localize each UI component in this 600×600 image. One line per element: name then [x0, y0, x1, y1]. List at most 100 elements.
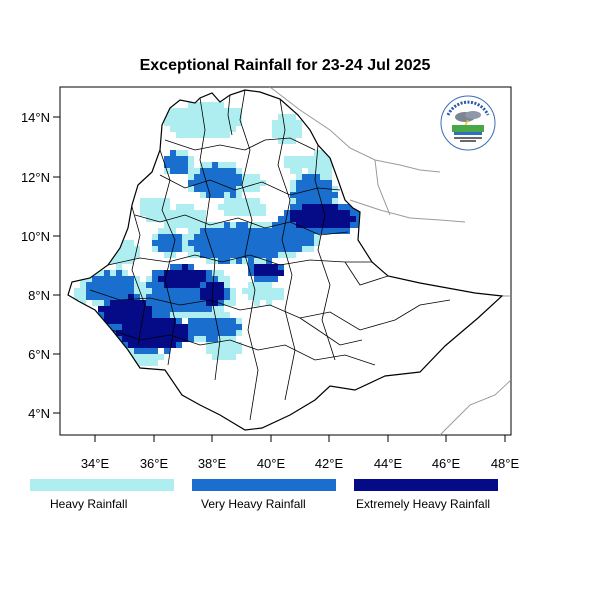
rainfall-cell	[302, 222, 308, 228]
rainfall-cell	[188, 276, 194, 282]
rainfall-cell	[200, 216, 206, 222]
rainfall-cell	[218, 222, 224, 228]
rainfall-cell	[170, 252, 176, 258]
rainfall-cell	[260, 270, 266, 276]
rainfall-cell	[254, 246, 260, 252]
rainfall-cell	[170, 270, 176, 276]
rainfall-cell	[224, 228, 230, 234]
rainfall-cell	[170, 234, 176, 240]
rainfall-cell	[236, 222, 242, 228]
rainfall-cell	[110, 258, 116, 264]
rainfall-cell	[230, 324, 236, 330]
rainfall-cell	[218, 282, 224, 288]
rainfall-cell	[194, 222, 200, 228]
rainfall-cell	[332, 192, 338, 198]
rainfall-cell	[278, 270, 284, 276]
rainfall-cell	[254, 204, 260, 210]
rainfall-cell	[230, 348, 236, 354]
rainfall-cell	[212, 294, 218, 300]
neighbour-borders	[269, 87, 511, 435]
rainfall-cell	[218, 204, 224, 210]
rainfall-cell	[224, 294, 230, 300]
rainfall-cell	[206, 270, 212, 276]
rainfall-cell	[158, 228, 164, 234]
rainfall-cell	[152, 294, 158, 300]
rainfall-cell	[218, 348, 224, 354]
rainfall-cell	[164, 252, 170, 258]
rainfall-cell	[218, 306, 224, 312]
rainfall-cell	[314, 216, 320, 222]
rainfall-cell	[164, 282, 170, 288]
rainfall-cell	[200, 174, 206, 180]
rainfall-cell	[218, 252, 224, 258]
rainfall-cell	[212, 174, 218, 180]
rainfall-cell	[230, 330, 236, 336]
rainfall-cell	[284, 138, 290, 144]
rainfall-cell	[314, 240, 320, 246]
rainfall-cell	[188, 108, 194, 114]
rainfall-cell	[200, 192, 206, 198]
rainfall-cell	[314, 222, 320, 228]
rainfall-cell	[230, 252, 236, 258]
rainfall-cell	[164, 156, 170, 162]
rainfall-cell	[320, 162, 326, 168]
rainfall-cell	[302, 180, 308, 186]
rainfall-cell	[176, 210, 182, 216]
rainfall-cell	[230, 228, 236, 234]
rainfall-cell	[236, 348, 242, 354]
rainfall-cell	[200, 252, 206, 258]
rainfall-cell	[224, 174, 230, 180]
rainfall-cell	[230, 210, 236, 216]
rainfall-cell	[260, 258, 266, 264]
rainfall-cell	[206, 348, 212, 354]
rainfall-cell	[104, 288, 110, 294]
rainfall-cell	[122, 294, 128, 300]
rainfall-cell	[194, 276, 200, 282]
rainfall-cell	[302, 204, 308, 210]
rainfall-cell	[218, 300, 224, 306]
rainfall-cell	[266, 264, 272, 270]
rainfall-cell	[146, 276, 152, 282]
rainfall-cell	[122, 288, 128, 294]
rainfall-cell	[326, 180, 332, 186]
rainfall-cell	[188, 132, 194, 138]
rainfall-cell	[236, 198, 242, 204]
rainfall-cell	[170, 342, 176, 348]
rainfall-cell	[212, 306, 218, 312]
rainfall-cell	[206, 336, 212, 342]
rainfall-cell	[194, 120, 200, 126]
rainfall-cell	[212, 354, 218, 360]
rainfall-cell	[182, 114, 188, 120]
rainfall-cell	[206, 282, 212, 288]
rainfall-cell	[278, 234, 284, 240]
rainfall-cell	[236, 108, 242, 114]
rainfall-cell	[134, 330, 140, 336]
rainfall-cell	[290, 198, 296, 204]
rainfall-cell	[320, 192, 326, 198]
rainfall-cell	[182, 168, 188, 174]
rainfall-cell	[218, 336, 224, 342]
rainfall-cell	[134, 276, 140, 282]
rainfall-cell	[206, 180, 212, 186]
rainfall-cell	[176, 294, 182, 300]
rainfall-cell	[194, 234, 200, 240]
rainfall-cell	[224, 282, 230, 288]
rainfall-cell	[236, 258, 242, 264]
rainfall-cell	[206, 342, 212, 348]
rainfall-cell	[200, 336, 206, 342]
rainfall-cell	[140, 306, 146, 312]
rainfall-cell	[182, 336, 188, 342]
y-tick-label: 12°N	[21, 170, 50, 185]
rainfall-cell	[230, 342, 236, 348]
rainfall-cell	[206, 306, 212, 312]
agency-seal-icon	[440, 95, 496, 151]
rainfall-cell	[350, 210, 356, 216]
rainfall-cell	[290, 192, 296, 198]
rainfall-cell	[206, 294, 212, 300]
rainfall-cell	[332, 204, 338, 210]
rainfall-cell	[218, 228, 224, 234]
rainfall-cell	[128, 258, 134, 264]
rainfall-cell	[224, 198, 230, 204]
rainfall-cell	[242, 174, 248, 180]
rainfall-cell	[218, 318, 224, 324]
